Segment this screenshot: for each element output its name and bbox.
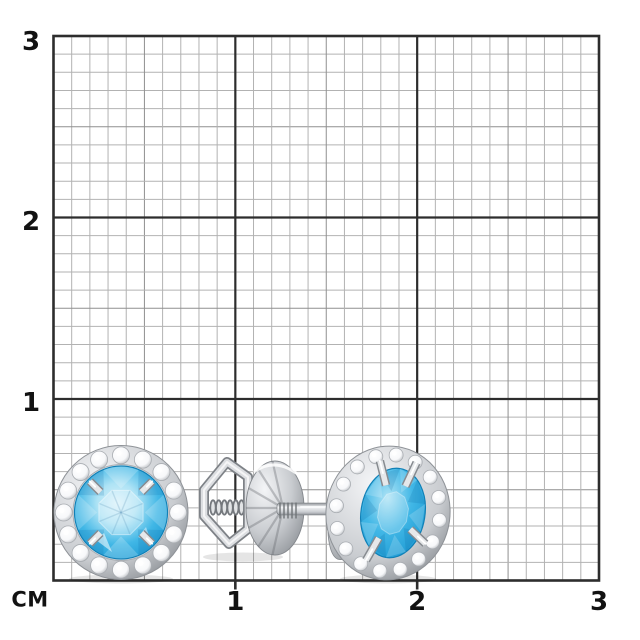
clasp-shadow (203, 552, 283, 562)
dome-highlight (253, 463, 298, 475)
x-axis-label-3: 3 (589, 587, 609, 617)
left-prongs (86, 478, 156, 547)
x-axis-label-2: 2 (408, 587, 427, 617)
right-blue-topaz (360, 467, 426, 559)
unit-label-cm: СМ (11, 587, 49, 612)
y-axis-label-2: 2 (21, 206, 41, 237)
left-stone-facets (74, 466, 168, 559)
left-halo-stones (54, 446, 188, 579)
x-axis-label-1: 1 (226, 587, 245, 617)
right-prongs (362, 459, 429, 563)
hex-nut-highlight (203, 461, 249, 545)
screw-back-clasp (199, 457, 341, 562)
left-earring (53, 445, 189, 584)
y-axis-label-3: 3 (21, 27, 41, 57)
y-axis-label-1: 1 (21, 388, 41, 418)
post-threads (279, 502, 297, 519)
right-earring (325, 445, 451, 584)
